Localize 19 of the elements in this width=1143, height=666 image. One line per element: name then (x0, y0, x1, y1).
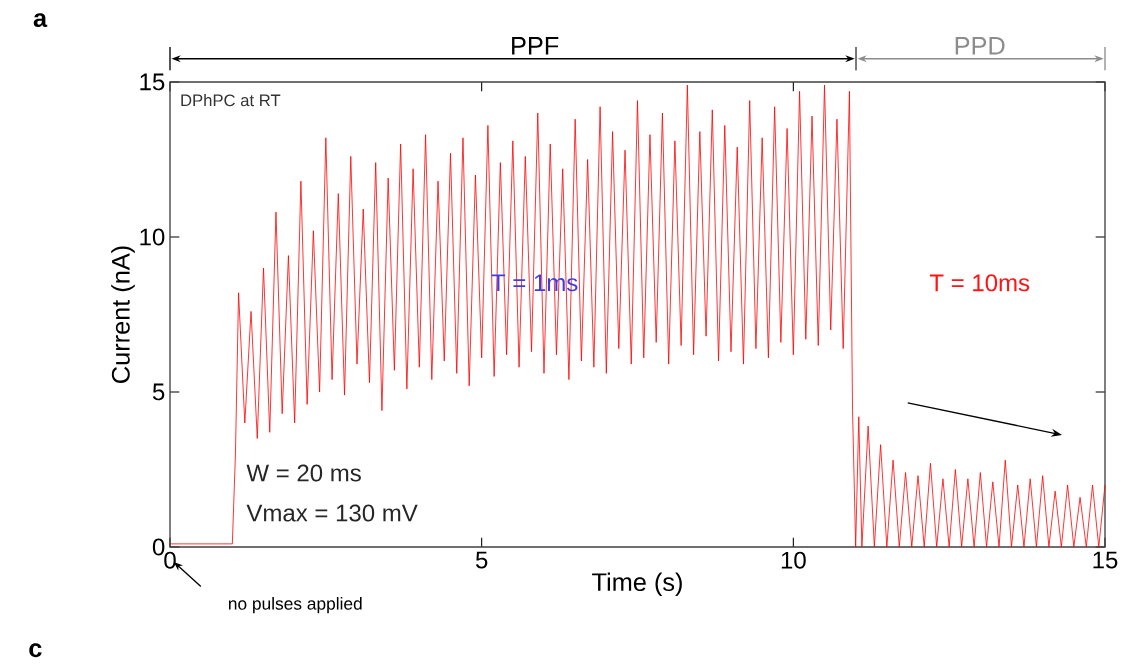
annotation: DPhPC at RT (181, 93, 281, 107)
y-tick-label: 10 (140, 228, 165, 246)
text: no pulses applied (228, 597, 362, 614)
text: c (29, 643, 42, 658)
annotation: W = 20 ms (246, 464, 361, 482)
text: PPF (512, 37, 559, 55)
annotation: Vmax = 130 mV (246, 504, 418, 522)
text: a (33, 13, 48, 28)
annotation: T = 10ms (929, 274, 1030, 292)
y-tick-label: 5 (152, 383, 165, 401)
y-tick-label: 0 (152, 538, 165, 556)
x-axis-title: Time (s) (592, 572, 682, 597)
y-axis-title: Current (nA) (111, 246, 135, 383)
x-tick-label: 10 (781, 551, 806, 569)
y-tick-label: 15 (140, 73, 165, 91)
x-tick-label: 0 (164, 551, 176, 569)
x-tick-label: 15 (1093, 551, 1118, 569)
text: PPD (955, 37, 1005, 55)
x-tick-label: 5 (475, 551, 488, 569)
